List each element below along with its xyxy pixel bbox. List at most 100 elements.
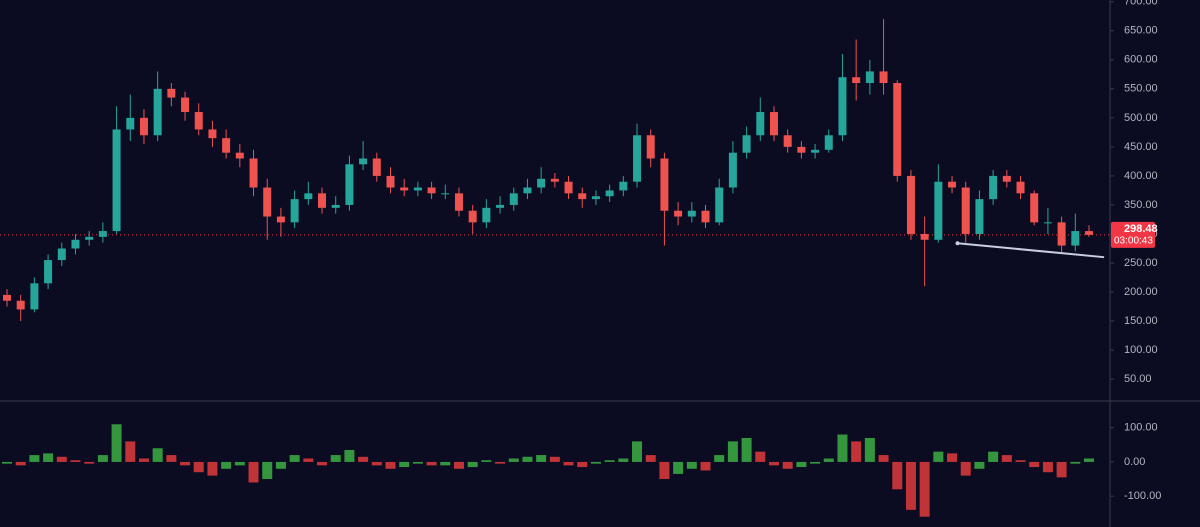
candle-body [633,135,642,182]
y-tick-label: 200.00 [1124,286,1158,298]
histogram-bar [385,461,396,469]
histogram-bar [303,458,314,462]
candle-body [961,187,970,234]
histogram-bar [56,456,67,462]
candle-body [71,239,80,249]
histogram-bar [166,455,177,462]
histogram-bar [481,460,492,462]
candle-body [783,135,792,147]
histogram-bar [837,434,848,462]
candle-body [865,71,874,84]
candle-body [591,196,600,200]
candle-body [112,129,121,232]
histogram-bar [111,424,122,462]
candle-body [756,112,765,136]
candle-body [934,181,943,240]
y-tick-label: 0.00 [1124,456,1145,468]
histogram-bar [1015,460,1026,462]
candle-body [345,164,354,205]
histogram-bar [180,461,191,466]
candle-body [276,216,285,223]
histogram-bar [563,461,574,466]
histogram-bar [330,455,341,462]
y-tick-label: 250.00 [1124,257,1158,269]
histogram-bar [522,456,533,462]
histogram-bar [714,455,725,462]
histogram-bar [933,451,944,462]
candle-body [824,135,833,150]
candle-body [359,158,368,165]
histogram-bar [796,461,807,468]
y-tick-label: 350.00 [1124,199,1158,211]
candle-body [920,233,929,240]
candle-body [509,193,518,205]
candle-body [537,178,546,188]
candle-body [550,178,559,182]
histogram-bar [440,461,451,466]
histogram-bar [1056,461,1067,478]
y-tick-label: 600.00 [1124,54,1158,66]
candle-body [139,117,148,136]
candle-body [948,181,957,188]
y-tick-label: 150.00 [1124,315,1158,327]
trendline [957,242,1105,259]
candle-body [3,294,11,301]
histogram-bar [1029,461,1040,468]
histogram-bar [289,455,300,462]
candle-body [715,187,724,223]
candle-body [564,181,573,194]
candle-body [304,193,313,200]
candle-body [660,158,669,211]
histogram-bar [810,461,821,464]
candle-body [1085,231,1093,235]
candle-body [153,88,162,136]
histogram-bar [275,461,286,469]
histogram-bar [2,461,12,464]
candle-body [769,112,778,136]
candle-body [989,175,998,200]
candle-body [1016,181,1025,194]
y-tick-label: 650.00 [1124,25,1158,37]
candle-body [975,199,984,234]
candle-body [413,187,422,191]
histogram-bar [919,461,930,517]
histogram-bar [741,437,752,462]
histogram-bar [125,441,136,462]
candle-body [879,71,888,84]
histogram-bar [152,448,163,462]
candle-body [906,175,915,234]
candle-body [1057,222,1066,246]
candle-body [1043,222,1052,224]
histogram-bar [823,458,834,462]
price-label-box [1111,221,1155,248]
histogram-bar [988,451,999,462]
histogram-bar [755,451,766,462]
histogram-bar [1070,461,1081,464]
candle-body [852,77,861,84]
histogram-bar [84,461,95,464]
candle-body [893,83,902,176]
trendline-anchor [955,241,960,246]
histogram-bar [645,455,656,462]
y-tick-label: 400.00 [1124,170,1158,182]
histogram-bar [878,455,889,462]
histogram-bar [317,461,328,466]
candle-body [1002,175,1011,182]
candle-body [331,204,340,208]
histogram-bar [864,437,875,462]
histogram-bar [659,461,670,480]
candle-body [1071,231,1080,246]
histogram-bar [686,461,697,469]
histogram-bar [138,458,149,462]
candle-body [454,193,463,211]
candle-body [235,152,244,159]
histogram-bar [1001,455,1012,462]
histogram-bar [782,461,793,469]
histogram-bar [426,461,437,466]
histogram-bar [15,461,26,466]
candle-body [468,210,477,223]
histogram-bar [536,455,547,462]
candle-body [263,187,272,217]
